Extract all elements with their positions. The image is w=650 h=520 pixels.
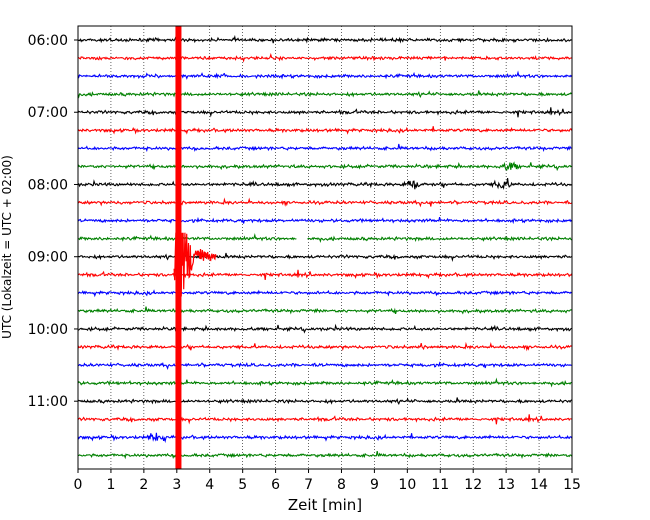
x-axis-label: Zeit [min] [288, 496, 362, 514]
trace-line [77, 323, 572, 334]
trace-line [77, 52, 572, 63]
trace-line [77, 361, 572, 370]
event-overlays [173, 26, 217, 469]
plot-background [78, 26, 572, 469]
y-tick-label: 06:00 [28, 33, 68, 49]
x-tick-label: 4 [205, 477, 214, 493]
y-tick-label: 11:00 [28, 394, 68, 410]
y-tick-label: 10:00 [28, 322, 68, 338]
trace-line [77, 397, 572, 406]
x-tick-label: 10 [398, 477, 416, 493]
x-tick-label: 13 [497, 477, 515, 493]
quake-coda [173, 232, 217, 297]
trace-line [77, 90, 573, 99]
x-tick-label: 12 [464, 477, 482, 493]
trace-line [77, 143, 572, 153]
x-tick-label: 6 [271, 477, 280, 493]
x-tick-label: 2 [139, 477, 148, 493]
trace-line [77, 70, 573, 80]
y-tick-label: 08:00 [28, 177, 68, 193]
x-tick-label: 7 [304, 477, 313, 493]
x-tick-label: 15 [563, 477, 581, 493]
traces [77, 34, 573, 460]
trace-line [78, 252, 572, 262]
trace-line [77, 432, 573, 444]
x-tick-label: 14 [530, 477, 548, 493]
trace-line [77, 269, 573, 280]
x-tick-label: 1 [106, 477, 115, 493]
x-tick-label: 5 [238, 477, 247, 493]
y-tick-label: 07:00 [28, 105, 68, 121]
trace-line [77, 450, 573, 460]
y-tick-label: 09:00 [28, 250, 68, 266]
trace-line [77, 161, 572, 172]
plot-frame [77, 25, 573, 470]
trace-line [77, 288, 572, 298]
trace-line [77, 341, 572, 352]
trace-line [77, 377, 572, 388]
trace-line [77, 178, 572, 191]
x-tick-label: 9 [370, 477, 379, 493]
x-tick-label: 3 [172, 477, 181, 493]
trace-line [77, 306, 572, 315]
y-axis-label: UTC (Lokalzeit = UTC + 02:00) [0, 155, 14, 339]
trace-line [77, 197, 572, 208]
trace-line [77, 414, 572, 425]
trace-line [77, 216, 573, 225]
trace-line [77, 107, 572, 118]
trace-line [77, 34, 572, 44]
trace-line [77, 126, 573, 135]
x-tick-label: 0 [74, 477, 83, 493]
x-tick-label: 8 [337, 477, 346, 493]
x-tick-label: 11 [431, 477, 449, 493]
x-axis-ticks: 0 1 2 3 4 5 6 7 8 9 10 11 12 13 14 15 [74, 469, 581, 493]
y-axis-ticks: 06:00 07:00 08:00 09:00 10:00 11:00 [28, 33, 78, 410]
